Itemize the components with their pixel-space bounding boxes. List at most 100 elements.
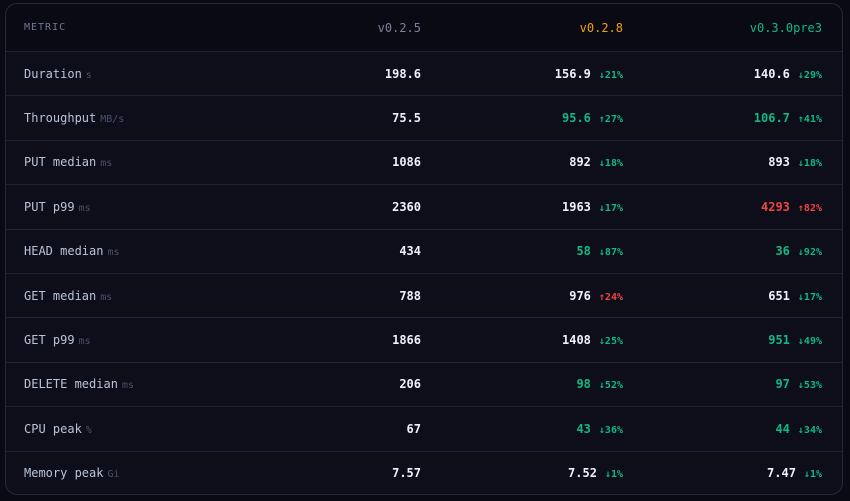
delta-badge: ↓36%	[598, 424, 623, 436]
header-metric: METRIC	[24, 22, 67, 33]
metric-value: 44	[775, 421, 790, 436]
delta-badge: ↑24%	[598, 291, 623, 303]
delta-badge: ↓52%	[598, 380, 623, 392]
delta-badge: ↑27%	[598, 114, 623, 126]
table-header: METRIC v0.2.5 v0.2.8 v0.3.0pre3	[6, 4, 842, 51]
delta-badge: ↓17%	[598, 202, 623, 214]
value-cell: 97 ↓53%	[643, 377, 842, 391]
metric-cell: Throughput MB/s	[6, 111, 241, 125]
metric-value: 43	[576, 421, 591, 436]
value-cell: 206	[241, 377, 441, 391]
value-cell: 434	[241, 244, 441, 258]
value-cell: 976 ↑24%	[441, 289, 643, 303]
value-cell: 44 ↓34%	[643, 422, 842, 436]
metric-value: 651	[768, 288, 790, 303]
metric-label: Throughput	[24, 111, 97, 126]
value-cell: 140.6 ↓29%	[643, 67, 842, 81]
metric-unit: ms	[100, 158, 113, 170]
metric-label: CPU peak	[24, 421, 82, 436]
value-cell: 67	[241, 422, 441, 436]
value-cell: 788	[241, 289, 441, 303]
metric-unit: ms	[78, 202, 91, 214]
metric-value: 4293	[761, 199, 790, 214]
delta-badge: ↓25%	[598, 336, 623, 348]
metric-value: 58	[576, 244, 591, 259]
metric-unit: %	[85, 424, 92, 436]
metric-value: 434	[399, 244, 421, 259]
delta-badge: ↓53%	[797, 380, 822, 392]
metric-value: 36	[775, 244, 790, 259]
value-cell: 106.7 ↑41%	[643, 111, 842, 125]
value-cell: 1086	[241, 155, 441, 169]
metric-value: 892	[569, 155, 591, 170]
header-version: v0.3.0pre3	[749, 20, 822, 35]
metric-cell: Memory peak Gi	[6, 466, 241, 480]
metric-value: 67	[406, 421, 421, 436]
table-row: HEAD median ms 434 58 ↓87% 36 ↓92%	[6, 228, 842, 273]
metric-label: GET median	[24, 288, 97, 303]
value-cell: 95.6 ↑27%	[441, 111, 643, 125]
table-row: Duration s 198.6 156.9 ↓21% 140.6 ↓29%	[6, 51, 842, 95]
metric-unit: ms	[100, 291, 113, 303]
metric-cell: GET p99 ms	[6, 333, 241, 347]
metric-value: 206	[399, 377, 421, 392]
header-version: v0.2.8	[579, 20, 623, 35]
delta-badge: ↓1%	[604, 469, 623, 481]
delta-badge: ↓1%	[803, 469, 822, 481]
delta-badge: ↑82%	[797, 202, 822, 214]
delta-badge: ↓92%	[797, 247, 822, 259]
value-cell: 36 ↓92%	[643, 244, 842, 258]
value-cell: 75.5	[241, 111, 441, 125]
value-cell: 198.6	[241, 67, 441, 81]
metric-label: Memory peak	[24, 466, 104, 481]
metric-value: 106.7	[753, 111, 790, 126]
value-cell: 58 ↓87%	[441, 244, 643, 258]
metric-unit: s	[85, 69, 92, 81]
value-cell: 7.52 ↓1%	[441, 466, 643, 480]
table-row: PUT median ms 1086 892 ↓18% 893 ↓18%	[6, 139, 842, 184]
metric-label: PUT median	[24, 155, 97, 170]
value-cell: 43 ↓36%	[441, 422, 643, 436]
value-cell: 651 ↓17%	[643, 289, 842, 303]
value-cell: 951 ↓49%	[643, 333, 842, 347]
header-version: v0.2.5	[377, 20, 421, 35]
metric-cell: Duration s	[6, 67, 241, 81]
value-cell: 1866	[241, 333, 441, 347]
metric-value: 7.52	[568, 466, 597, 481]
metric-value: 140.6	[753, 66, 790, 81]
delta-badge: ↓17%	[797, 291, 822, 303]
metric-cell: GET median ms	[6, 289, 241, 303]
value-cell: 4293 ↑82%	[643, 200, 842, 214]
delta-badge: ↓87%	[598, 247, 623, 259]
table-body: Duration s 198.6 156.9 ↓21% 140.6 ↓29% Through…	[6, 51, 842, 494]
metric-value: 156.9	[554, 66, 591, 81]
metric-label: PUT p99	[24, 199, 75, 214]
metric-value: 95.6	[562, 111, 591, 126]
metric-value: 7.57	[392, 466, 421, 481]
delta-badge: ↓21%	[598, 69, 623, 81]
delta-badge: ↓34%	[797, 424, 822, 436]
metric-value: 198.6	[384, 66, 421, 81]
value-cell: 1408 ↓25%	[441, 333, 643, 347]
metric-value: 893	[768, 155, 790, 170]
value-cell: 892 ↓18%	[441, 155, 643, 169]
value-cell: 7.47 ↓1%	[643, 466, 842, 480]
value-cell: 98 ↓52%	[441, 377, 643, 391]
metric-cell: HEAD median ms	[6, 244, 241, 258]
metric-label: Duration	[24, 66, 82, 81]
metric-cell: DELETE median ms	[6, 377, 241, 391]
metric-value: 1963	[562, 199, 591, 214]
value-cell: 1963 ↓17%	[441, 200, 643, 214]
metric-value: 951	[768, 333, 790, 348]
metric-value: 2360	[392, 199, 421, 214]
metric-unit: ms	[107, 247, 120, 259]
benchmark-comparison-table: METRIC v0.2.5 v0.2.8 v0.3.0pre3 Duration…	[5, 3, 843, 495]
table-row: CPU peak% 67 43 ↓36% 44 ↓34%	[6, 406, 842, 450]
delta-badge: ↓49%	[797, 336, 822, 348]
metric-cell: CPU peak%	[6, 422, 241, 436]
metric-value: 1408	[562, 333, 591, 348]
metric-unit: ms	[78, 336, 91, 348]
delta-badge: ↓18%	[797, 158, 822, 170]
metric-value: 98	[576, 377, 591, 392]
table-row: GET p99 ms 1866 1408 ↓25% 951 ↓49%	[6, 317, 842, 361]
